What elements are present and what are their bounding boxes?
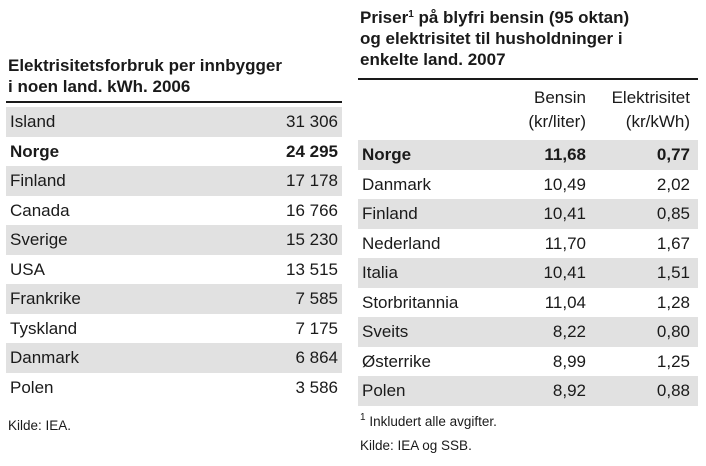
- kwh-value: 24 295: [286, 141, 338, 161]
- country-label: Danmark: [10, 348, 79, 367]
- country-label: Østerrike: [362, 351, 431, 371]
- footnote-marker: 1: [408, 9, 414, 20]
- left-table-title: Elektrisitetsforbruk per innbygger i noe…: [8, 55, 282, 97]
- kwh-value: 7 175: [295, 318, 338, 338]
- electricity-value: 0,85: [656, 204, 690, 223]
- table-row: USA 13 515: [6, 255, 342, 285]
- country-label: Italia: [362, 263, 398, 282]
- footnote: 1 Inkludert alle avgifter.: [360, 412, 497, 430]
- table-row: Finland 17 178: [6, 166, 342, 196]
- country-label: USA: [10, 259, 45, 279]
- table-row: Danmark 10,49 2,02: [358, 170, 698, 200]
- footnote-marker: 1: [360, 412, 366, 423]
- bensin-value: 10,41: [543, 204, 586, 223]
- table-row: Sverige 15 230: [6, 225, 342, 255]
- bensin-value: 11,70: [544, 233, 586, 253]
- table-row: Frankrike 7 585: [6, 284, 342, 314]
- table-row: Norge 24 295: [6, 137, 342, 167]
- right-source-note: Kilde: IEA og SSB.: [360, 438, 472, 453]
- kwh-value: 3 586: [295, 377, 338, 397]
- country-label: Island: [10, 112, 56, 131]
- country-label: Polen: [362, 381, 406, 400]
- left-title-line-1: Elektrisitetsforbruk per innbygger: [8, 56, 282, 75]
- table-row: Danmark 6 864: [6, 343, 342, 373]
- country-label: Finland: [362, 204, 418, 223]
- electricity-value: 1,25: [656, 351, 690, 371]
- left-source-note: Kilde: IEA.: [8, 418, 72, 433]
- electricity-value: 1,28: [656, 292, 690, 312]
- table-row: Sveits 8,22 0,80: [358, 317, 698, 347]
- country-label: Frankrike: [10, 289, 81, 308]
- table-row: Tyskland 7 175: [6, 314, 342, 344]
- electricity-value: 2,02: [656, 174, 690, 194]
- table-row: Polen 8,92 0,88: [358, 376, 698, 406]
- table-row: Finland 10,41 0,85: [358, 199, 698, 229]
- electricity-value: 1,67: [656, 233, 690, 253]
- country-label: Canada: [10, 200, 70, 220]
- country-label: Sveits: [362, 322, 409, 341]
- table-row: Storbritannia 11,04 1,28: [358, 288, 698, 318]
- country-label: Storbritannia: [362, 292, 459, 312]
- table-row: Island 31 306: [6, 107, 342, 137]
- kwh-value: 6 864: [295, 348, 338, 367]
- electricity-value: 0,88: [656, 381, 690, 400]
- country-label: Norge: [10, 141, 60, 161]
- right-title-line-1: Priser1 på blyfri bensin (95 oktan): [360, 8, 630, 27]
- country-label: Danmark: [362, 174, 431, 194]
- right-table-title: Priser1 på blyfri bensin (95 oktan) og e…: [360, 7, 629, 70]
- left-header-rule: [6, 101, 342, 103]
- bensin-value: 8,92: [552, 381, 586, 400]
- column-header-elektrisitet: Elektrisitet (kr/kWh): [611, 88, 690, 131]
- country-label: Tyskland: [10, 318, 78, 338]
- kwh-value: 16 766: [286, 200, 338, 220]
- table-row: Østerrike 8,99 1,25: [358, 347, 698, 377]
- bensin-value: 11,68: [544, 145, 586, 164]
- right-title-line-2: og elektrisitet til husholdninger i: [360, 29, 623, 48]
- country-label: Norge: [362, 145, 412, 164]
- kwh-value: 15 230: [286, 230, 338, 249]
- table-row: Polen 3 586: [6, 373, 342, 403]
- electricity-value: 0,80: [656, 322, 690, 341]
- right-title-line-3: enkelte land. 2007: [360, 50, 506, 69]
- bensin-value: 8,22: [552, 322, 586, 341]
- prices-table: Norge 11,68 0,77 Danmark 10,49 2,02 Finland 1…: [358, 140, 698, 406]
- country-label: Sverige: [10, 230, 68, 249]
- table-row: Norge 11,68 0,77: [358, 140, 698, 170]
- country-label: Finland: [10, 171, 66, 190]
- bensin-value: 10,41: [543, 263, 586, 282]
- electricity-value: 1,51: [656, 263, 690, 282]
- column-header-bensin: Bensin (kr/liter): [528, 88, 586, 131]
- kwh-value: 7 585: [295, 289, 338, 308]
- bensin-value: 8,99: [552, 351, 586, 371]
- electricity-value: 0,77: [656, 145, 690, 164]
- country-label: Nederland: [362, 233, 441, 253]
- table-row: Nederland 11,70 1,67: [358, 229, 698, 259]
- table-row: Italia 10,41 1,51: [358, 258, 698, 288]
- bensin-value: 11,04: [544, 292, 586, 312]
- consumption-table: Island 31 306 Norge 24 295 Finland 17 178 C…: [6, 107, 342, 402]
- left-title-line-2: i noen land. kWh. 2006: [8, 77, 191, 96]
- kwh-value: 13 515: [286, 259, 338, 279]
- country-label: Polen: [10, 377, 54, 397]
- table-row: Canada 16 766: [6, 196, 342, 226]
- bensin-value: 10,49: [543, 174, 586, 194]
- kwh-value: 17 178: [286, 171, 338, 190]
- kwh-value: 31 306: [286, 112, 338, 131]
- right-header-rule: [358, 78, 698, 80]
